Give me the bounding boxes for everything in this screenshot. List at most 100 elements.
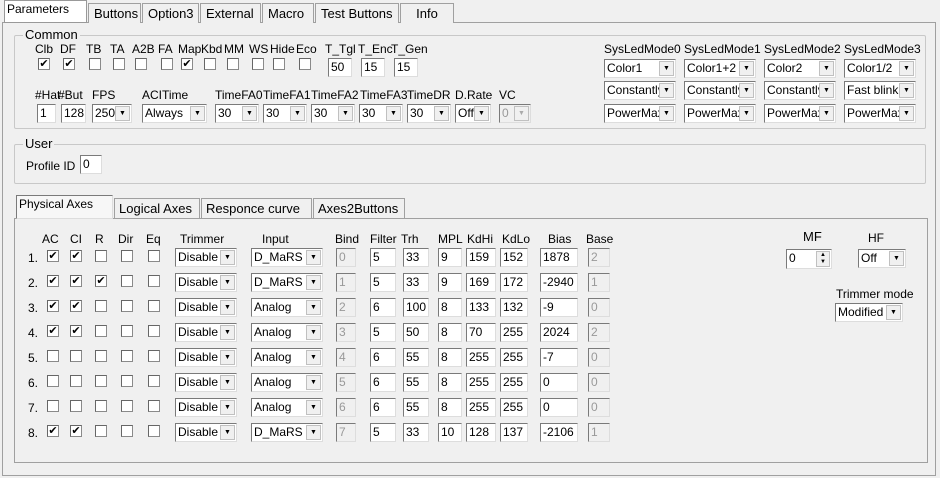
kdlo-input[interactable]: 255 (500, 348, 528, 367)
mf-spinner[interactable]: 0 ▲ ▼ (786, 249, 832, 269)
t_enc-input[interactable]: 15 (361, 58, 385, 77)
checkbox-ci[interactable]: ✔ (70, 275, 82, 287)
kdlo-input[interactable]: 152 (500, 248, 528, 267)
checkbox-eq[interactable] (148, 275, 160, 287)
filter-input[interactable]: 6 (370, 298, 396, 317)
checkbox-dir[interactable] (121, 325, 133, 337)
sysledmode3-select-3[interactable]: PowerMax ▼ (844, 104, 916, 123)
checkbox-eq[interactable] (148, 375, 160, 387)
kdhi-input[interactable]: 128 (466, 423, 496, 442)
acitime-select[interactable]: Always ▼ (142, 104, 207, 123)
checkbox-map[interactable]: ✔ (181, 58, 193, 70)
checkbox-r[interactable] (95, 425, 107, 437)
bias-input[interactable]: -2106 (540, 423, 578, 442)
tab-parameters[interactable]: Parameters (4, 0, 87, 23)
mpl-input[interactable]: 8 (438, 323, 462, 342)
checkbox-ac[interactable]: ✔ (47, 425, 59, 437)
trimmer-select[interactable]: Disable ▼ (175, 273, 237, 292)
kdhi-input[interactable]: 255 (466, 398, 496, 417)
tab-physical-axes[interactable]: Physical Axes (16, 195, 113, 219)
timefa2-select[interactable]: 30 ▼ (311, 104, 355, 123)
sysledmode2-select-1[interactable]: Color2 ▼ (764, 59, 836, 78)
input-select[interactable]: Analog ▼ (251, 398, 323, 417)
trimmer-select[interactable]: Disable ▼ (175, 398, 237, 417)
kdlo-input[interactable]: 255 (500, 323, 528, 342)
bias-input[interactable]: -2940 (540, 273, 578, 292)
checkbox-hide[interactable] (273, 58, 285, 70)
checkbox-dir[interactable] (121, 350, 133, 362)
kdhi-input[interactable]: 70 (466, 323, 496, 342)
checkbox-r[interactable] (95, 350, 107, 362)
trh-input[interactable]: 50 (403, 323, 429, 342)
trimmer-select[interactable]: Disable ▼ (175, 323, 237, 342)
input-select[interactable]: D_MaRS ▼ (251, 423, 323, 442)
checkbox-r[interactable] (95, 400, 107, 412)
trh-input[interactable]: 55 (403, 348, 429, 367)
checkbox-ci[interactable]: ✔ (70, 250, 82, 262)
checkbox-ac[interactable]: ✔ (47, 300, 59, 312)
checkbox-eq[interactable] (148, 300, 160, 312)
sysledmode0-select-2[interactable]: Constantly ▼ (604, 81, 676, 100)
filter-input[interactable]: 5 (370, 248, 396, 267)
tab-info[interactable]: Info (400, 3, 454, 23)
checkbox-ci[interactable] (70, 375, 82, 387)
t_gen-input[interactable]: 15 (394, 58, 418, 77)
filter-input[interactable]: 5 (370, 273, 396, 292)
trimmer-mode-select[interactable]: Modified ▼ (835, 303, 903, 322)
checkbox-r[interactable] (95, 325, 107, 337)
checkbox-eco[interactable] (299, 58, 311, 70)
timefa0-select[interactable]: 30 ▼ (215, 104, 259, 123)
mpl-input[interactable]: 8 (438, 373, 462, 392)
tab-option3[interactable]: Option3 (142, 3, 199, 23)
trh-input[interactable]: 100 (403, 298, 429, 317)
checkbox-ci[interactable]: ✔ (70, 325, 82, 337)
spinner-arrows-icon[interactable]: ▲ ▼ (816, 251, 830, 267)
sysledmode1-select-2[interactable]: Constantly ▼ (684, 81, 756, 100)
trimmer-select[interactable]: Disable ▼ (175, 248, 237, 267)
sysledmode1-select-1[interactable]: Color1+2 ▼ (684, 59, 756, 78)
kdhi-input[interactable]: 255 (466, 348, 496, 367)
trh-input[interactable]: 33 (403, 248, 429, 267)
trh-input[interactable]: 55 (403, 373, 429, 392)
bias-input[interactable]: 1878 (540, 248, 578, 267)
sysledmode2-select-3[interactable]: PowerMax ▼ (764, 104, 836, 123)
checkbox-kbd[interactable] (204, 58, 216, 70)
checkbox-ac[interactable] (47, 375, 59, 387)
checkbox-fa[interactable] (161, 58, 173, 70)
mpl-input[interactable]: 9 (438, 273, 462, 292)
checkbox-r[interactable] (95, 250, 107, 262)
input-select[interactable]: Analog ▼ (251, 298, 323, 317)
kdlo-input[interactable]: 172 (500, 273, 528, 292)
checkbox-dir[interactable] (121, 250, 133, 262)
t_tgl-input[interactable]: 50 (328, 58, 352, 77)
filter-input[interactable]: 6 (370, 373, 396, 392)
checkbox-dir[interactable] (121, 275, 133, 287)
checkbox-eq[interactable] (148, 400, 160, 412)
sysledmode3-select-1[interactable]: Color1/2 ▼ (844, 59, 916, 78)
timefa3-select[interactable]: 30 ▼ (359, 104, 403, 123)
sysledmode0-select-1[interactable]: Color1 ▼ (604, 59, 676, 78)
checkbox-ci[interactable] (70, 350, 82, 362)
checkbox-dir[interactable] (121, 425, 133, 437)
bias-input[interactable]: 2024 (540, 323, 578, 342)
mpl-input[interactable]: 8 (438, 348, 462, 367)
tab-test-buttons[interactable]: Test Buttons (315, 3, 399, 23)
drate-select[interactable]: Off ▼ (455, 104, 491, 123)
checkbox-r[interactable] (95, 300, 107, 312)
checkbox-tb[interactable] (89, 58, 101, 70)
hf-select[interactable]: Off ▼ (858, 249, 906, 268)
sysledmode3-select-2[interactable]: Fast blink ▼ (844, 81, 916, 100)
bias-input[interactable]: -9 (540, 298, 578, 317)
tab-external[interactable]: External (200, 3, 261, 23)
checkbox-df[interactable]: ✔ (63, 58, 75, 70)
but-input[interactable]: 128 (61, 104, 86, 123)
mpl-input[interactable]: 8 (438, 298, 462, 317)
input-select[interactable]: Analog ▼ (251, 323, 323, 342)
checkbox-eq[interactable] (148, 325, 160, 337)
sysledmode1-select-3[interactable]: PowerMax ▼ (684, 104, 756, 123)
filter-input[interactable]: 5 (370, 323, 396, 342)
timefa1-select[interactable]: 30 ▼ (263, 104, 307, 123)
input-select[interactable]: Analog ▼ (251, 373, 323, 392)
checkbox-r[interactable] (95, 375, 107, 387)
checkbox-ac[interactable] (47, 350, 59, 362)
